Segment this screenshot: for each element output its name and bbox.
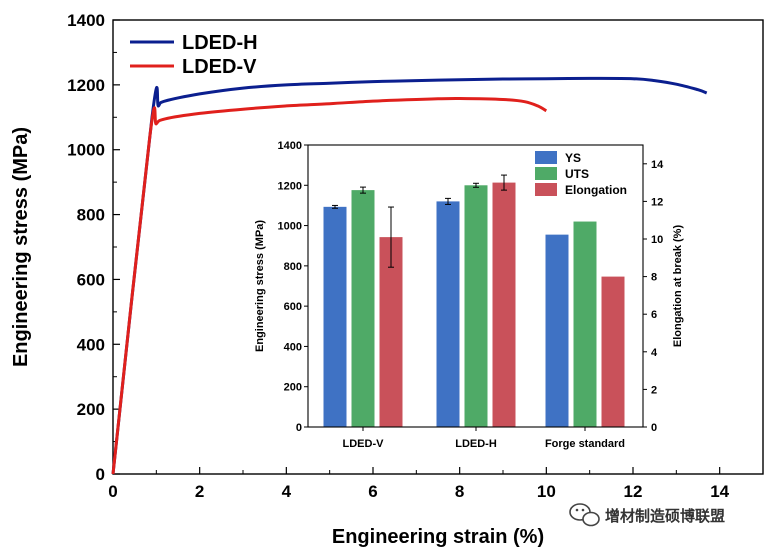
inset-x-tick-label: Forge standard	[545, 438, 625, 450]
bar-ys	[436, 201, 460, 427]
main-x-tick-label: 14	[710, 482, 729, 501]
legend-label-ldedh: LDED-H	[182, 32, 258, 54]
inset-right-tick-label: 4	[651, 347, 658, 359]
inset-legend-swatch-elongation	[535, 183, 557, 196]
inset-right-tick-label: 10	[651, 234, 663, 246]
inset-x-tick-label: LDED-V	[343, 438, 385, 450]
inset-left-tick-label: 400	[284, 341, 302, 353]
bar-ys	[545, 234, 569, 427]
inset-right-tick-label: 12	[651, 196, 663, 208]
wechat-icon	[569, 503, 600, 527]
main-y-tick-label: 1200	[67, 76, 105, 95]
inset-left-tick-label: 1400	[278, 140, 302, 152]
main-y-axis-title: Engineering stress (MPa)	[10, 127, 32, 367]
inset-left-tick-label: 800	[284, 261, 302, 273]
main-x-tick-label: 8	[455, 482, 464, 501]
main-x-tick-label: 4	[282, 482, 292, 501]
inset-right-tick-label: 8	[651, 272, 657, 284]
inset-left-tick-label: 200	[284, 382, 302, 394]
main-x-tick-label: 0	[108, 482, 117, 501]
inset-legend-label-elongation: Elongation	[565, 183, 627, 197]
inset-legend: YS UTS Elongation	[535, 151, 627, 197]
main-x-tick-label: 6	[368, 482, 377, 501]
inset-bars	[323, 174, 625, 427]
watermark-text: 增材制造硕博联盟	[605, 507, 725, 525]
inset-right-tick-label: 0	[651, 422, 657, 434]
inset-left-tick-label: 1000	[278, 221, 302, 233]
main-curves	[111, 76, 708, 475]
inset-right-tick-label: 6	[651, 309, 657, 321]
main-x-axis-title: Engineering strain (%)	[332, 526, 544, 548]
inset-left-axis-title: Engineering stress (MPa)	[254, 220, 266, 352]
main-y-tick-label: 0	[96, 465, 105, 484]
inset-left-tick-label: 600	[284, 301, 302, 313]
inset-legend-swatch-uts	[535, 167, 557, 180]
legend-label-ldedv: LDED-V	[182, 56, 257, 78]
bar-elongation	[379, 237, 403, 427]
main-y-tick-label: 400	[77, 335, 105, 354]
main-x-tick-label: 12	[624, 482, 643, 501]
bar-elongation	[492, 182, 516, 427]
main-y-tick-label: 1000	[67, 141, 105, 160]
inset-axis-ticks: 0 200 400 600 800 1000 1200 1400 0 2 4 6 8 10 12 14 LDED…	[278, 140, 665, 450]
inset-x-tick-label: LDED-H	[455, 438, 497, 450]
series-line-lded-v	[111, 96, 548, 475]
main-y-tick-label: 800	[77, 206, 105, 225]
main-x-tick-label: 10	[537, 482, 556, 501]
main-y-tick-label: 1400	[67, 11, 105, 30]
bar-uts	[464, 185, 488, 427]
watermark: 增材制造硕博联盟	[569, 503, 725, 527]
main-y-tick-label: 200	[77, 400, 105, 419]
series-line-lded-h	[111, 76, 708, 475]
bar-uts	[351, 190, 375, 427]
main-y-tick-label: 600	[77, 270, 105, 289]
bar-ys	[323, 206, 347, 427]
inset-chart: 0 200 400 600 800 1000 1200 1400 0 2 4 6 8 10 12 14 LDED…	[254, 140, 684, 450]
inset-left-tick-label: 0	[296, 422, 302, 434]
inset-left-tick-label: 1200	[278, 180, 302, 192]
bar-elongation	[601, 276, 625, 427]
inset-right-tick-label: 2	[651, 384, 657, 396]
main-legend: LDED-H LDED-V	[130, 32, 258, 78]
inset-right-tick-label: 14	[651, 159, 664, 171]
bar-uts	[573, 221, 597, 427]
inset-legend-label-uts: UTS	[565, 167, 589, 181]
inset-right-axis-title: Elongation at break (%)	[672, 225, 684, 348]
main-x-tick-label: 2	[195, 482, 204, 501]
inset-legend-label-ys: YS	[565, 151, 581, 165]
inset-legend-swatch-ys	[535, 151, 557, 164]
